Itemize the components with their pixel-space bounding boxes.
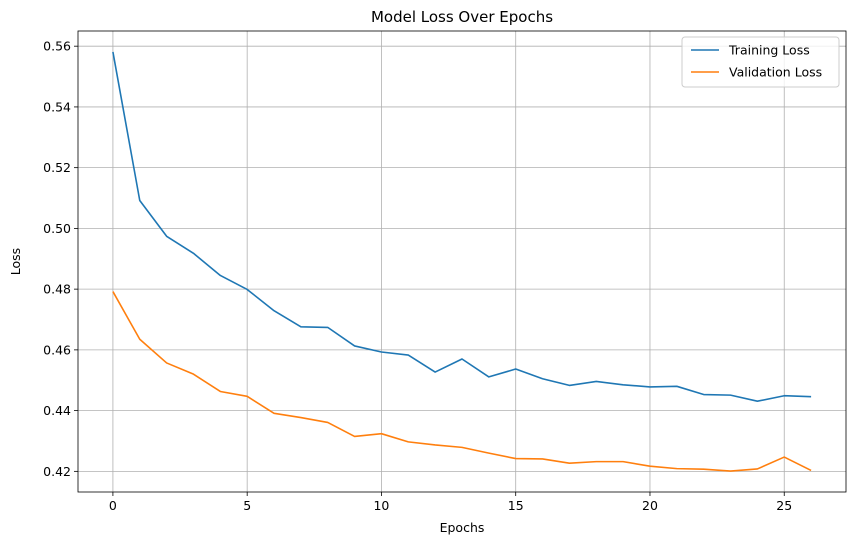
- x-tick-label: 10: [373, 498, 389, 513]
- y-tick-label: 0.44: [43, 403, 71, 418]
- plot-frame: [77, 30, 847, 493]
- y-tick-label: 0.56: [43, 39, 71, 54]
- y-tick-label: 0.42: [43, 464, 71, 479]
- y-tick-label: 0.54: [43, 99, 71, 114]
- legend: Training Loss Validation Loss: [681, 36, 840, 88]
- grid: [78, 31, 846, 492]
- x-tick-label: 0: [109, 498, 117, 513]
- x-axis-label: Epochs: [440, 520, 485, 535]
- series-lines: [112, 51, 812, 472]
- legend-box: [681, 36, 840, 88]
- legend-label: Validation Loss: [729, 65, 822, 80]
- x-tick-label: 25: [776, 498, 792, 513]
- y-tick-label: 0.52: [43, 160, 71, 175]
- legend-label: Training Loss: [728, 43, 810, 58]
- series-line-training-loss: [112, 51, 812, 403]
- y-tick-label: 0.50: [43, 221, 71, 236]
- x-tick-label: 5: [243, 498, 251, 513]
- y-axis-label: Loss: [8, 248, 23, 275]
- chart-title: Model Loss Over Epochs: [371, 8, 553, 26]
- x-tick-label: 20: [642, 498, 658, 513]
- y-tick-label: 0.48: [43, 282, 71, 297]
- y-tick-label: 0.46: [43, 342, 71, 357]
- axis-ticks: 0 5 10 15 20 25 0.42 0.44 0.46 0.48 0.50 0.52 0.54 0.…: [43, 39, 792, 513]
- x-tick-label: 15: [508, 498, 524, 513]
- series-line-validation-loss: [112, 291, 812, 472]
